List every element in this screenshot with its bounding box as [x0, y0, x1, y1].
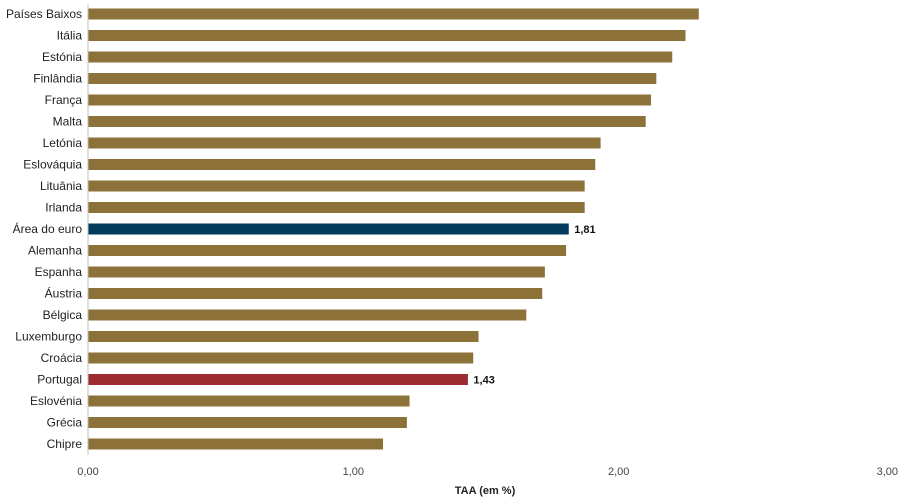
bar-franca: [88, 94, 652, 106]
bar-croacia: [88, 352, 474, 364]
bar-irlanda: [88, 202, 585, 213]
category-label-paises-baixos: Países Baixos: [6, 7, 82, 21]
bar-eslovenia: [88, 395, 410, 407]
bar-espanha: [88, 266, 545, 278]
x-axis-ticks: 0,00 1,00 2,00 3,00: [77, 466, 898, 478]
category-label-croacia: Croácia: [41, 351, 83, 365]
category-label-portugal: Portugal: [37, 373, 82, 387]
data-labels: 1,81 1,43: [473, 224, 595, 387]
category-label-austria: Áustria: [45, 286, 83, 301]
x-tick-label: 0,00: [77, 466, 98, 478]
category-label-letonia: Letónia: [43, 136, 83, 150]
category-label-italia: Itália: [57, 29, 83, 43]
x-axis-title: TAA (em %): [455, 485, 516, 497]
x-tick-label: 1,00: [343, 466, 364, 478]
category-label-grecia: Grécia: [47, 416, 83, 430]
bar-luxemburgo: [88, 331, 479, 342]
bar-eslovaquia: [88, 159, 596, 170]
category-labels: Países Baixos Itália Estónia Finlândia Franç…: [6, 7, 82, 451]
bar-portugal: [88, 374, 468, 385]
x-tick-label: 2,00: [608, 466, 629, 478]
data-label-area-do-euro: 1,81: [574, 224, 595, 236]
bars-layer: [88, 8, 699, 450]
bar-grecia: [88, 417, 407, 428]
bar-letonia: [88, 137, 601, 149]
category-label-finlandia: Finlândia: [33, 72, 82, 86]
bar-estonia: [88, 51, 673, 63]
category-label-malta: Malta: [53, 115, 83, 129]
bar-paises-baixos: [88, 8, 699, 20]
category-label-irlanda: Irlanda: [45, 201, 82, 215]
category-label-eslovaquia: Eslováquia: [23, 158, 82, 172]
category-label-franca: França: [45, 93, 83, 107]
category-label-estonia: Estónia: [42, 50, 82, 64]
category-label-espanha: Espanha: [35, 265, 83, 279]
category-label-belgica: Bélgica: [43, 308, 83, 322]
data-label-portugal: 1,43: [473, 375, 494, 387]
category-label-chipre: Chipre: [47, 437, 83, 451]
bar-italia: [88, 30, 686, 41]
x-tick-label: 3,00: [877, 466, 898, 478]
bar-alemanha: [88, 245, 567, 256]
category-label-eslovenia: Eslovénia: [30, 394, 82, 408]
bar-chipre: [88, 438, 384, 450]
bar-austria: [88, 288, 543, 299]
bar-finlandia: [88, 73, 657, 84]
bar-area-do-euro: [88, 223, 569, 235]
bar-lituania: [88, 180, 585, 192]
category-label-lituania: Lituânia: [40, 179, 82, 193]
category-label-luxemburgo: Luxemburgo: [15, 330, 82, 344]
category-label-area-do-euro: Área do euro: [13, 221, 83, 236]
bar-belgica: [88, 309, 527, 321]
category-label-alemanha: Alemanha: [28, 244, 82, 258]
bar-malta: [88, 116, 646, 127]
